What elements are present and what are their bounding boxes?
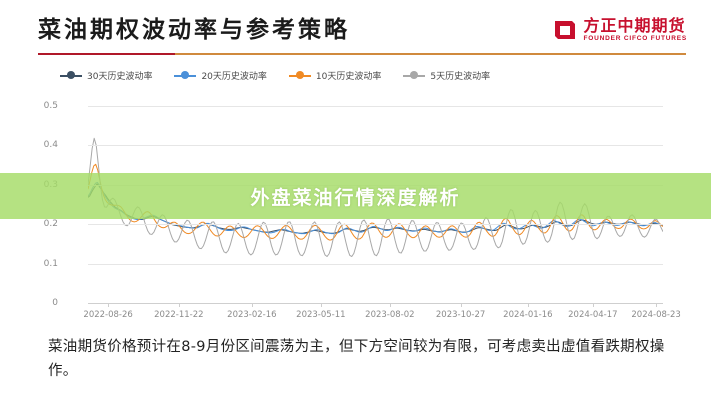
- x-axis-tick-mark: [251, 303, 253, 307]
- divider-segment-red: [38, 53, 175, 55]
- legend-label: 20天历史波动率: [201, 72, 267, 82]
- x-axis-tick-mark: [527, 303, 529, 307]
- legend-item[interactable]: 10天历史波动率: [288, 69, 382, 82]
- y-gridline: [88, 224, 663, 226]
- header: 菜油期权波动率与参考策略 方正中期期货 FOUNDER CIFCO FUTURE…: [25, 8, 687, 56]
- volatility-chart: 00.10.20.30.40.5 2022-08-262022-11-22202…: [25, 88, 687, 320]
- chart-legend: 30天历史波动率 20天历史波动率 10天历史波动率 5天历史波动率: [60, 69, 490, 82]
- divider-segment-orange: [175, 53, 686, 55]
- y-axis-tick-label: 0.1: [43, 258, 58, 269]
- x-axis-tick-mark: [592, 303, 594, 307]
- y-axis-tick-label: 0.5: [43, 101, 58, 111]
- x-axis-tick-label: 2023-02-16: [227, 310, 277, 320]
- x-axis-tick-label: 2023-10-27: [435, 310, 486, 320]
- series-line: [88, 137, 663, 258]
- logo-text: 方正中期期货 FOUNDER CIFCO FUTURES: [583, 15, 687, 43]
- overlay-banner-background: [0, 173, 711, 219]
- y-gridline: [88, 263, 663, 265]
- y-axis-tick-label: 0: [52, 298, 58, 308]
- logo-name-en: FOUNDER CIFCO FUTURES: [583, 34, 687, 42]
- x-axis-tick-mark: [656, 303, 658, 307]
- y-gridline: [88, 145, 663, 147]
- x-axis-tick-label: 2022-08-26: [83, 310, 133, 320]
- logo-mark-icon: [552, 17, 578, 43]
- x-axis-line: [88, 303, 663, 304]
- legend-item[interactable]: 5天历史波动率: [403, 69, 490, 82]
- legend-label: 30天历史波动率: [87, 72, 153, 82]
- x-axis-tick-label: 2024-01-16: [503, 310, 553, 320]
- company-logo: 方正中期期货 FOUNDER CIFCO FUTURES: [552, 13, 687, 47]
- page-title: 菜油期权波动率与参考策略: [38, 16, 350, 43]
- series-line: [88, 163, 663, 241]
- x-axis-tick-label: 2023-05-11: [296, 310, 346, 320]
- legend-marker-icon: [403, 71, 426, 80]
- y-gridline: [88, 106, 663, 107]
- x-axis-tick-mark: [108, 303, 110, 307]
- x-axis-tick-mark: [320, 303, 322, 307]
- legend-label: 10天历史波动率: [315, 72, 382, 82]
- x-axis-tick-mark: [178, 303, 180, 307]
- title-divider: [38, 53, 686, 55]
- x-axis-tick-mark: [460, 303, 462, 307]
- legend-marker-icon: [288, 71, 311, 80]
- x-axis-tick-mark: [389, 303, 391, 307]
- legend-item[interactable]: 30天历史波动率: [60, 69, 152, 82]
- x-axis-tick-label: 2022-11-22: [154, 310, 204, 320]
- x-axis-tick-label: 2024-04-17: [568, 310, 618, 320]
- legend-label: 5天历史波动率: [430, 72, 491, 82]
- legend-marker-icon: [174, 71, 197, 80]
- summary-caption: 菜油期货价格预计在8-9月份区间震荡为主，但下方空间较为有限，可考虑卖出虚值看跌…: [48, 339, 665, 379]
- x-axis-tick-label: 2024-08-23: [631, 310, 681, 320]
- overlay-banner-title: 外盘菜油行情深度解析: [250, 186, 461, 209]
- x-axis-tick-label: 2023-08-02: [365, 310, 415, 320]
- legend-item[interactable]: 20天历史波动率: [174, 69, 267, 82]
- y-axis-tick-label: 0.2: [43, 219, 58, 230]
- legend-marker-icon: [60, 71, 82, 80]
- y-axis-tick-label: 0.4: [43, 140, 58, 151]
- logo-name-cn: 方正中期期货: [583, 15, 686, 35]
